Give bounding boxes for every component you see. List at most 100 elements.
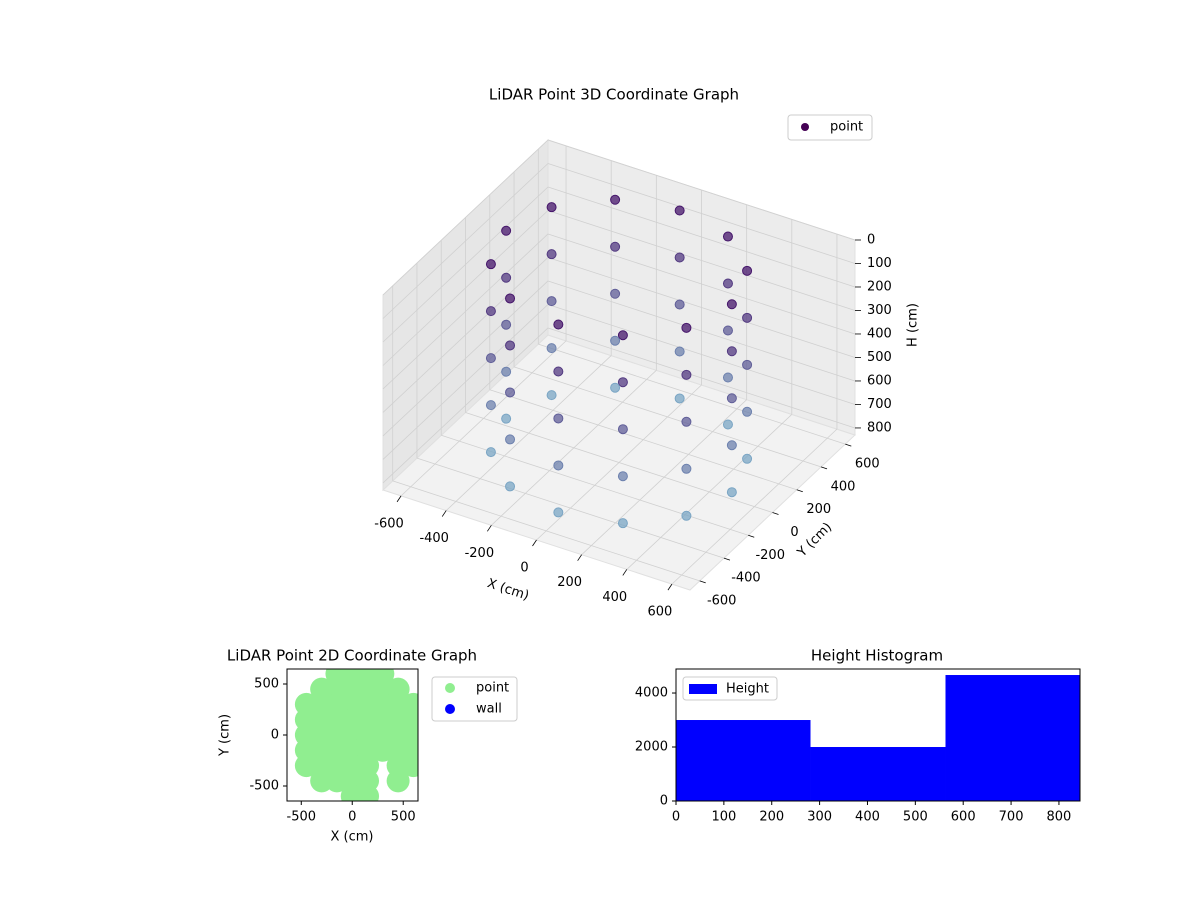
tick-mark <box>532 539 537 547</box>
legend-label: point <box>476 681 509 696</box>
tick-mark <box>772 512 779 515</box>
y-tick-label: -200 <box>755 548 785 563</box>
point <box>501 366 512 377</box>
point <box>546 296 557 307</box>
point <box>505 340 516 351</box>
x-tick-label: 700 <box>999 810 1024 825</box>
z-tick-label: 0 <box>867 233 875 248</box>
x-tick-label: 0 <box>348 810 356 825</box>
point <box>485 353 496 364</box>
grid-line <box>547 163 856 264</box>
y-tick-label: 0 <box>660 794 668 809</box>
grid-line <box>547 139 856 241</box>
point <box>722 325 733 336</box>
x-tick-label: -200 <box>465 546 495 561</box>
point <box>610 194 621 205</box>
grid-line <box>465 412 773 513</box>
grid-line <box>382 139 549 296</box>
grid-line <box>547 233 856 335</box>
legend-label: wall <box>476 702 502 717</box>
point <box>726 440 737 451</box>
point <box>546 390 557 401</box>
point <box>553 460 564 471</box>
point <box>726 346 737 357</box>
point <box>674 252 685 263</box>
legend-marker <box>801 123 809 131</box>
z-tick-label: 200 <box>867 279 892 294</box>
tick-mark <box>723 557 731 561</box>
point <box>610 288 621 299</box>
z-tick-label: 700 <box>867 397 892 412</box>
bar <box>945 675 1080 801</box>
grid-line <box>547 327 856 429</box>
y-tick-label: -600 <box>707 593 737 608</box>
point <box>505 434 516 445</box>
y-tick-label: 600 <box>855 457 880 472</box>
point <box>742 359 753 370</box>
grid-line <box>382 210 549 366</box>
grid-line <box>547 186 856 288</box>
x-tick-label: 200 <box>759 810 784 825</box>
y-tick-label: 200 <box>806 502 831 517</box>
x-tick-label: 100 <box>711 810 736 825</box>
legend-label: point <box>830 120 863 135</box>
grid-line <box>382 163 549 319</box>
point <box>674 205 685 216</box>
point <box>617 518 628 529</box>
grid-line <box>416 457 725 559</box>
point <box>722 419 733 430</box>
grid-line <box>382 186 549 343</box>
point <box>681 510 692 521</box>
point <box>617 424 628 435</box>
point <box>742 406 753 417</box>
point <box>501 413 512 424</box>
x-tick-label: 0 <box>520 561 528 576</box>
point <box>742 453 753 464</box>
point <box>553 319 564 330</box>
chart-title: LiDAR Point 2D Coordinate Graph <box>227 647 477 665</box>
point <box>485 259 496 270</box>
grid-line <box>382 257 549 413</box>
legend-box <box>682 676 778 701</box>
y-tick-label: 0 <box>790 525 798 540</box>
point <box>726 393 737 404</box>
x-tick-label: 300 <box>807 810 832 825</box>
grid-line <box>382 233 549 390</box>
z-tick-label: 500 <box>867 350 892 365</box>
chart-title: Height Histogram <box>811 647 943 665</box>
point <box>617 377 628 388</box>
tick-mark <box>396 495 402 503</box>
legend-marker <box>445 683 455 693</box>
point <box>485 400 496 411</box>
point <box>726 299 737 310</box>
x-tick-label: 500 <box>391 810 416 825</box>
tick-mark <box>577 554 582 561</box>
x-tick-label: 600 <box>648 605 673 620</box>
point <box>610 335 621 346</box>
tick-mark <box>820 466 828 470</box>
bar <box>676 720 811 801</box>
legend-swatch <box>689 684 717 694</box>
x-tick-label: 200 <box>557 575 582 590</box>
tick-mark <box>699 580 706 584</box>
point <box>617 471 628 482</box>
point <box>553 366 564 377</box>
point <box>722 278 733 289</box>
point <box>505 293 516 304</box>
point <box>501 319 512 330</box>
legend-box <box>431 676 518 722</box>
z-tick-label: 400 <box>867 326 892 341</box>
x-tick-label: 800 <box>1047 810 1072 825</box>
grid-line <box>382 280 549 437</box>
point <box>553 507 564 518</box>
point <box>674 346 685 357</box>
point <box>726 487 737 498</box>
point <box>401 754 418 778</box>
y-axis-label: Y (cm) <box>218 714 233 757</box>
grid-line <box>382 327 549 484</box>
point <box>617 330 628 341</box>
point <box>610 241 621 252</box>
tick-mark <box>622 569 628 576</box>
point <box>546 249 557 260</box>
